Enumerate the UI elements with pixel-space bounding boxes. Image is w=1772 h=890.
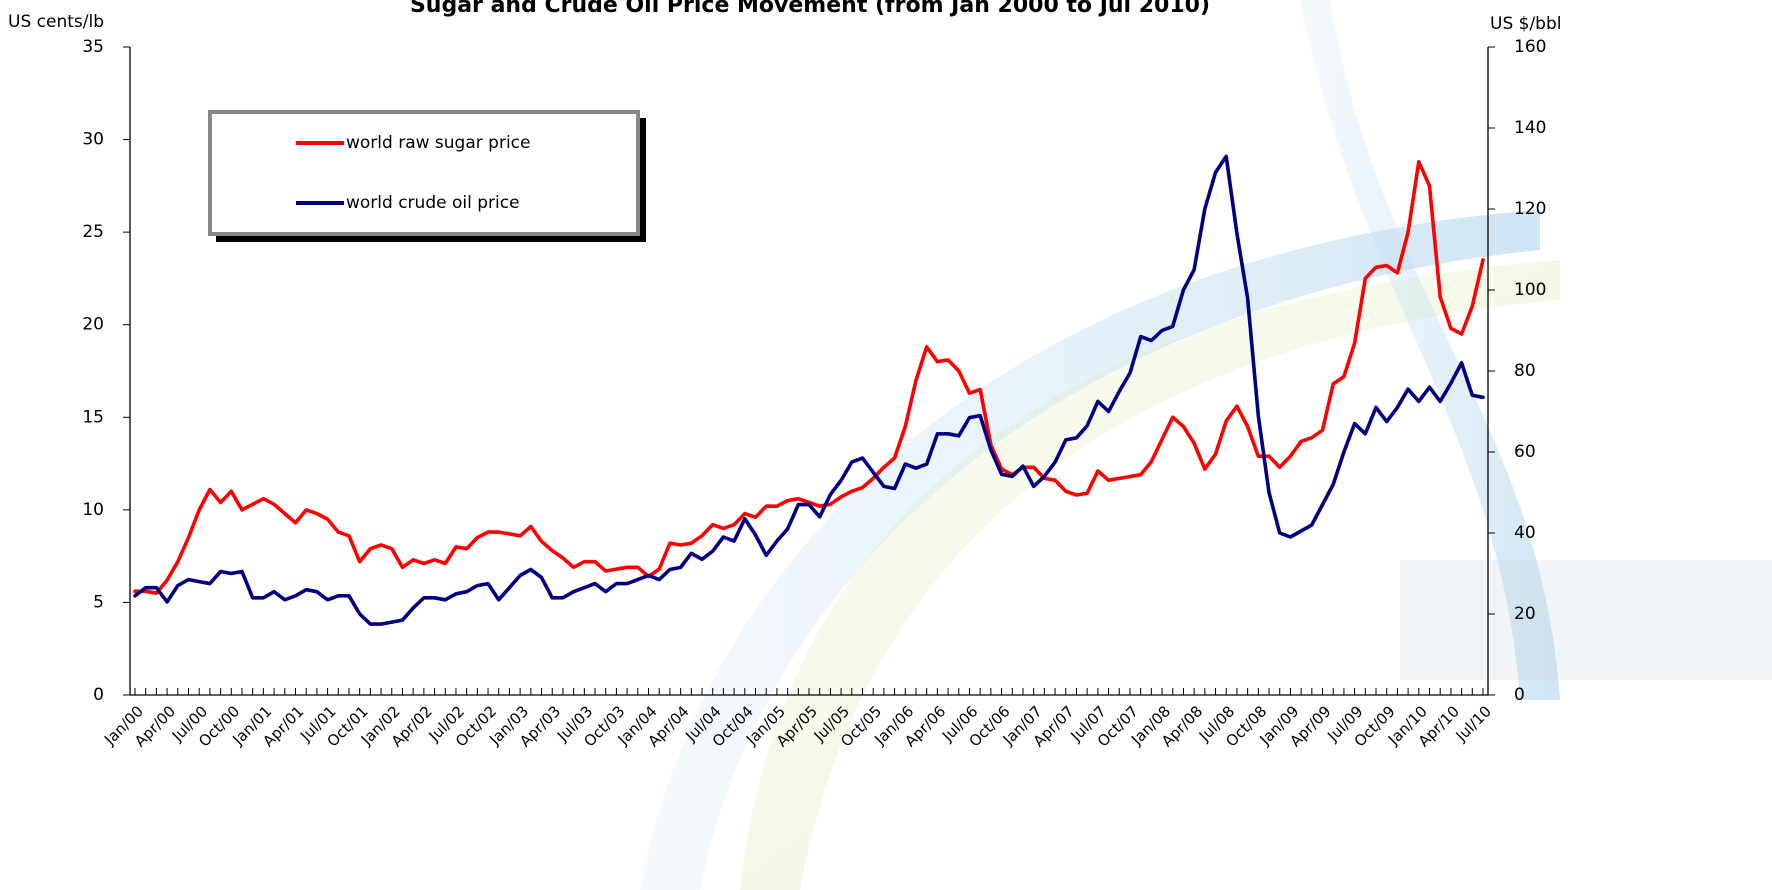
- y2-tick-label: 160: [1514, 37, 1546, 57]
- chart: Sugar and Crude Oil Price Movement (from…: [0, 0, 1772, 890]
- y2-tick-label: 120: [1514, 199, 1546, 219]
- y2-tick-label: 100: [1514, 280, 1546, 300]
- background-decoration: [640, 0, 1772, 890]
- page: {"chart_data": {"type": "line", "title":…: [0, 0, 1772, 890]
- chart-title: Sugar and Crude Oil Price Movement (from…: [410, 0, 1210, 18]
- x-tick-label: Jul/10: [1452, 702, 1495, 745]
- y-tick-label: 35: [82, 37, 104, 57]
- y-axis-label: US cents/lb: [8, 12, 104, 32]
- y-tick-label: 0: [93, 685, 104, 705]
- y-tick-label: 5: [93, 592, 104, 612]
- legend: world raw sugar price world crude oil pri…: [210, 112, 646, 242]
- y-tick-label: 30: [82, 130, 104, 150]
- legend-label: world raw sugar price: [346, 133, 530, 153]
- y2-tick-label: 0: [1514, 685, 1525, 705]
- y2-tick-label: 80: [1514, 361, 1536, 381]
- y2-axis-label: US $/bbl: [1490, 14, 1562, 34]
- y2-tick-label: 60: [1514, 442, 1536, 462]
- y-tick-label: 25: [82, 222, 104, 242]
- y-tick-label: 15: [82, 407, 104, 427]
- y-tick-label: 10: [82, 500, 104, 520]
- y2-tick-label: 140: [1514, 118, 1546, 138]
- y2-tick-label: 40: [1514, 523, 1536, 543]
- legend-label: world crude oil price: [346, 193, 520, 213]
- y2-tick-label: 20: [1514, 604, 1536, 624]
- y-tick-label: 20: [82, 315, 104, 335]
